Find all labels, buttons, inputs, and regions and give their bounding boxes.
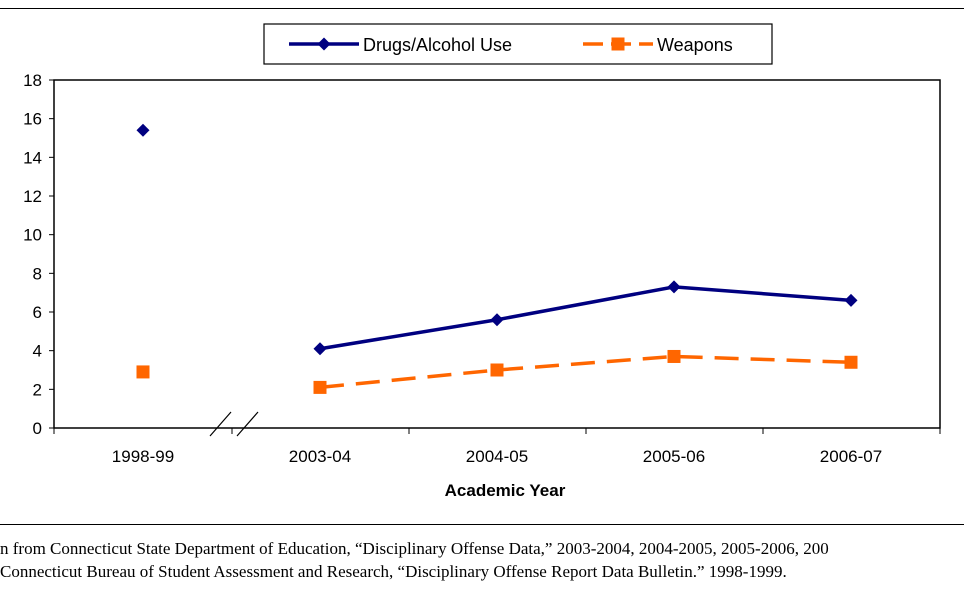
y-tick-label: 8	[33, 264, 42, 283]
weapons-line	[319, 354, 852, 390]
y-tick-label: 0	[33, 419, 42, 438]
axis-break-mark	[209, 411, 232, 437]
drugs-alcohol-point	[490, 313, 504, 327]
legend-item-weapons: Weapons	[583, 35, 733, 55]
weapons-point	[313, 380, 327, 394]
drugs-alcohol-point	[313, 342, 327, 356]
top-rule	[0, 8, 964, 9]
axis-break-mark	[236, 411, 259, 437]
weapons-point	[667, 349, 681, 363]
drugs-alcohol-point	[844, 293, 858, 307]
y-tick-label: 10	[23, 226, 42, 245]
weapons-point	[136, 365, 150, 379]
y-tick-label: 18	[23, 71, 42, 90]
y-tick-label: 12	[23, 187, 42, 206]
weapons-point	[611, 37, 625, 51]
legend-label: Weapons	[657, 35, 733, 55]
drugs-alcohol-line	[319, 285, 852, 351]
x-tick-label: 2006-07	[820, 447, 882, 466]
x-tick-label: 2003-04	[289, 447, 351, 466]
drugs-alcohol-point	[136, 123, 150, 137]
y-tick-label: 14	[23, 148, 42, 167]
y-tick-label: 2	[33, 380, 42, 399]
weapons-series	[136, 349, 858, 394]
x-tick-label: 1998-99	[112, 447, 174, 466]
drugs-alcohol-point	[317, 37, 331, 51]
x-axis-title: Academic Year	[445, 481, 566, 500]
weapons-point	[490, 363, 504, 377]
drugs-alcohol-point	[667, 280, 681, 294]
source-note-line-2: Connecticut Bureau of Student Assessment…	[0, 562, 787, 581]
y-tick-label: 16	[23, 110, 42, 129]
drugs-alcohol-series	[136, 123, 858, 356]
x-tick-label: 2004-05	[466, 447, 528, 466]
legend-item-drugs-alcohol: Drugs/Alcohol Use	[289, 35, 512, 55]
legend-label: Drugs/Alcohol Use	[363, 35, 512, 55]
line-chart: 0 2 4 6 8 10 12 14 16 18 1998-99 2003-04 2004-05 200…	[23, 23, 941, 500]
y-tick-label: 4	[33, 342, 42, 361]
source-note-line-1: n from Connecticut State Department of E…	[0, 539, 829, 558]
bottom-rule	[0, 524, 964, 525]
plot-area	[53, 79, 941, 429]
weapons-point	[844, 355, 858, 369]
x-tick-label: 2005-06	[643, 447, 705, 466]
y-tick-label: 6	[33, 303, 42, 322]
